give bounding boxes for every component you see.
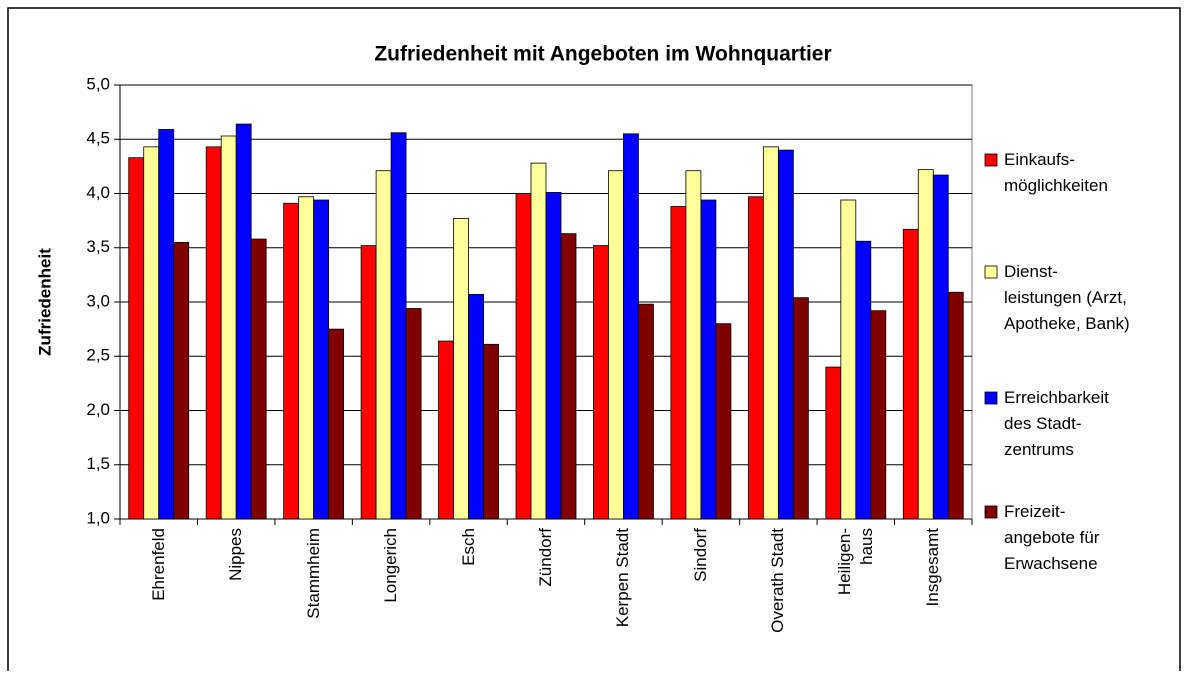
bar — [560, 233, 577, 520]
x-tick-label: Sindorf — [690, 528, 710, 582]
bar — [375, 170, 392, 520]
bar — [608, 170, 624, 520]
x-tick-label: Zündorf — [536, 528, 555, 587]
bar — [438, 340, 454, 520]
bar — [205, 146, 222, 520]
bar — [468, 294, 484, 520]
bar — [283, 202, 300, 520]
bar — [777, 149, 794, 520]
bar — [762, 146, 779, 520]
y-tick-label: 1,0 — [86, 508, 110, 527]
bar — [515, 193, 532, 520]
legend-swatch — [984, 391, 998, 405]
legend-swatch — [984, 505, 998, 519]
bar — [792, 297, 809, 520]
bar — [870, 310, 887, 520]
bar — [173, 241, 190, 520]
bar — [855, 240, 872, 520]
y-tick-label: 5,0 — [86, 74, 110, 93]
bar — [685, 170, 702, 520]
bar — [670, 206, 687, 520]
legend-label: Dienst- leistungen (Arzt, Apotheke, Bank… — [1004, 262, 1130, 333]
bar — [530, 162, 547, 520]
legend-swatch — [984, 153, 998, 167]
bar — [947, 291, 964, 520]
bar — [747, 196, 764, 520]
bar — [545, 192, 562, 520]
bar — [328, 328, 345, 520]
x-tick-label: Nippes — [226, 528, 246, 581]
bar — [235, 123, 252, 520]
bar — [128, 157, 145, 520]
bar — [453, 218, 469, 520]
x-tick-label: Ehrenfeld — [148, 528, 168, 601]
chart: Zufriedenheit mit Angeboten im Wohnquart… — [7, 7, 1181, 671]
bar — [390, 132, 407, 520]
y-tick-label: 4,5 — [86, 129, 110, 148]
bar — [715, 323, 732, 520]
bar — [840, 199, 857, 520]
bar — [360, 245, 377, 520]
bar — [700, 199, 717, 520]
bar — [250, 238, 267, 520]
bar — [313, 199, 330, 520]
x-tick-label: Kerpen Stadt — [613, 528, 633, 628]
bar — [593, 245, 609, 520]
chart-title: Zufriedenheit mit Angeboten im Wohnquart… — [374, 43, 831, 66]
bar — [483, 343, 499, 520]
legend-label: Freizeit- angebote für Erwachsene — [1004, 502, 1100, 573]
x-tick-label: Stammheim — [303, 528, 323, 619]
x-tick-label: Heiligen- haus — [834, 528, 876, 596]
x-tick-label: Overath Stadt — [768, 528, 788, 633]
bar — [405, 308, 422, 520]
bar — [902, 228, 919, 520]
bar — [143, 146, 160, 520]
x-tick-label: Esch — [458, 528, 478, 566]
bar — [825, 366, 842, 520]
y-tick-label: 2,5 — [86, 346, 110, 365]
bar — [917, 169, 934, 520]
bar — [638, 303, 654, 520]
legend-label: Einkaufs- möglichkeiten — [1004, 150, 1108, 195]
y-tick-label: 1,5 — [86, 454, 110, 473]
bar — [220, 135, 237, 520]
legend-swatch — [984, 265, 998, 279]
bar — [932, 174, 949, 520]
y-tick-label: 3,0 — [86, 291, 110, 310]
y-axis-label: Zufriedenheit — [35, 248, 54, 356]
page: Zufriedenheit mit Angeboten im Wohnquart… — [7, 7, 1181, 671]
y-tick-label: 4,0 — [86, 183, 110, 202]
y-tick-label: 2,0 — [86, 400, 110, 419]
legend-label: Erreichbarkeit des Stadt- zentrums — [1004, 388, 1109, 459]
bar — [623, 133, 639, 520]
bar — [158, 129, 175, 520]
y-tick-label: 3,5 — [86, 237, 110, 256]
x-tick-label: Insgesamt — [923, 528, 943, 607]
x-tick-label: Longerich — [381, 528, 401, 603]
bar — [298, 196, 315, 520]
